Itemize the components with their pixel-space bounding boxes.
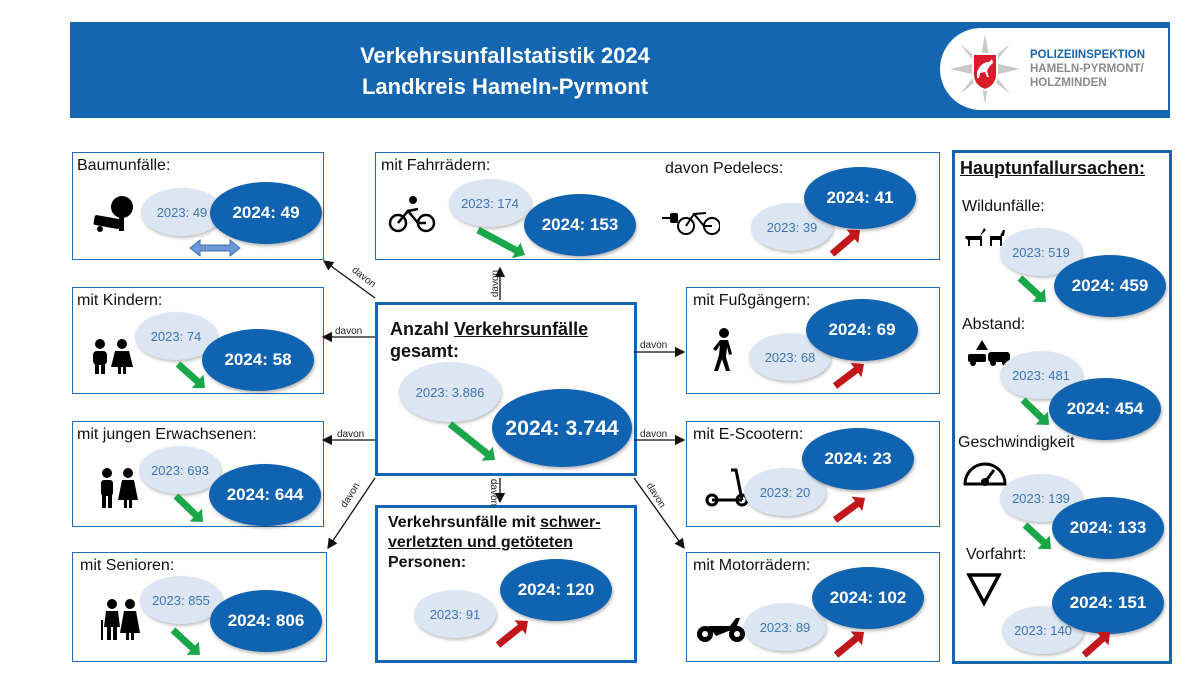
trend-equal-arrow-icon <box>189 238 241 258</box>
trend-up-arrow-icon <box>1081 631 1110 658</box>
title-line-2: Landkreis Hameln-Pyrmont <box>361 74 649 99</box>
logo-line-2: HAMELN-PYRMONT/ <box>1030 63 1144 75</box>
title-line-1: Verkehrsunfallstatistik 2024 <box>360 43 650 68</box>
value-2024: 2024: 23 <box>802 428 914 490</box>
trend-down-arrow-icon <box>170 627 200 655</box>
boxes-jung-label: mit jungen Erwachsenen: <box>77 426 257 443</box>
trend-down-arrow-icon <box>476 226 525 259</box>
causes-title: Hauptunfallursachen: <box>960 158 1146 178</box>
children-icon <box>93 339 133 374</box>
value-2023: 2023: 855 <box>140 576 222 624</box>
pedestrian-icon <box>713 328 732 371</box>
value-2024: 2024: 133 <box>1052 497 1164 559</box>
logo-line-3: HOLZMINDEN <box>1030 77 1107 89</box>
trend-up-arrow-icon <box>833 631 864 658</box>
value-2023: 2023: 174 <box>449 179 531 227</box>
value-2024: 2024: 3.744 <box>492 389 632 467</box>
value-2024: 2024: 102 <box>812 567 924 629</box>
trend-up-arrow-icon <box>829 229 860 257</box>
value-2023: 2023: 49 <box>141 188 223 236</box>
boxes-fahrrad-label: mit Fahrrädern: <box>381 157 491 174</box>
young-adults-icon <box>101 468 138 508</box>
logo-line-1: POLIZEIINSPEKTION <box>1030 49 1146 61</box>
connector-baum <box>322 260 376 299</box>
rear-end-collision-icon <box>968 340 1010 366</box>
boxes-fuss-label: mit Fußgängern: <box>693 292 811 309</box>
boxes-pedelec-label: davon Pedelecs: <box>665 160 784 177</box>
value-2024: 2024: 49 <box>210 182 322 244</box>
police-star-icon <box>950 34 1020 104</box>
causes-items-1-label: Abstand: <box>962 316 1026 333</box>
value-2023: 2023: 68 <box>749 333 831 381</box>
seniors-icon <box>101 599 140 640</box>
deer-icon <box>965 224 1005 246</box>
boxes-motor-label: mit Motorrädern: <box>693 557 811 574</box>
connector-motor <box>633 477 685 550</box>
value-2024: 2024: 153 <box>524 194 636 256</box>
davon-label: davon <box>337 429 365 440</box>
value-2024: 2024: 151 <box>1052 572 1164 634</box>
bicycle-icon <box>388 196 436 233</box>
trend-down-arrow-icon <box>1017 275 1047 303</box>
boxes-baum-label: Baumunfälle: <box>77 157 171 174</box>
motorcycle-icon <box>697 618 745 642</box>
davon-label: davon <box>640 429 668 440</box>
value-2024: 2024: 459 <box>1054 255 1166 317</box>
value-2023: 2023: 3.886 <box>398 362 502 422</box>
value-2024: 2024: 41 <box>804 167 916 229</box>
value-2024: 2024: 69 <box>806 299 918 361</box>
trend-down-arrow-icon <box>175 361 205 389</box>
value-2023: 2023: 139 <box>1000 474 1082 522</box>
davon-label: davon <box>488 478 500 507</box>
causes-items-2-label: Geschwindigkeit <box>958 434 1075 451</box>
trend-down-arrow-icon <box>1020 397 1050 426</box>
causes-items-0-label: Wildunfälle: <box>962 198 1045 215</box>
value-2024: 2024: 58 <box>202 329 314 391</box>
value-2023: 2023: 89 <box>744 603 826 651</box>
davon-label: davon <box>335 326 363 337</box>
police-logo: POLIZEIINSPEKTION HAMELN-PYRMONT/ HOLZMI… <box>940 28 1168 110</box>
page-title: Verkehrsunfallstatistik 2024 Landkreis H… <box>300 40 710 102</box>
trend-up-arrow-icon <box>495 620 529 648</box>
boxes-senioren-label: mit Senioren: <box>80 557 175 574</box>
tree-crash-icon <box>93 196 133 232</box>
davon-label: davon <box>490 269 502 298</box>
boxes-kinder-label: mit Kindern: <box>77 292 163 309</box>
value-2023: 2023: 481 <box>1000 351 1082 399</box>
value-2024: 2024: 644 <box>209 464 321 526</box>
value-2024: 2024: 120 <box>500 559 612 621</box>
value-2023: 2023: 91 <box>414 590 496 638</box>
e-bike-icon <box>662 212 720 235</box>
connector-senioren <box>327 477 376 550</box>
boxes-scooter-label: mit E-Scootern: <box>693 426 804 443</box>
value-2024: 2024: 806 <box>210 590 322 652</box>
gesamt-title: Anzahl Verkehrsunfälle gesamt: <box>390 319 589 361</box>
causes-items-3-label: Vorfahrt: <box>966 546 1027 563</box>
value-2024: 2024: 454 <box>1049 378 1161 440</box>
yield-sign-icon <box>966 573 1002 607</box>
trend-down-arrow-icon <box>1022 522 1052 550</box>
value-2023: 2023: 693 <box>139 446 221 494</box>
davon-label: davon <box>640 340 668 351</box>
trend-up-arrow-icon <box>832 362 865 389</box>
severe-title: Verkehrsunfälle mit schwer-verletzten un… <box>388 514 601 571</box>
trend-down-arrow-icon <box>447 421 495 461</box>
trend-down-arrow-icon <box>173 493 204 522</box>
trend-up-arrow-icon <box>832 496 866 523</box>
value-2023: 2023: 74 <box>135 312 217 360</box>
speedometer-icon <box>963 462 1007 486</box>
